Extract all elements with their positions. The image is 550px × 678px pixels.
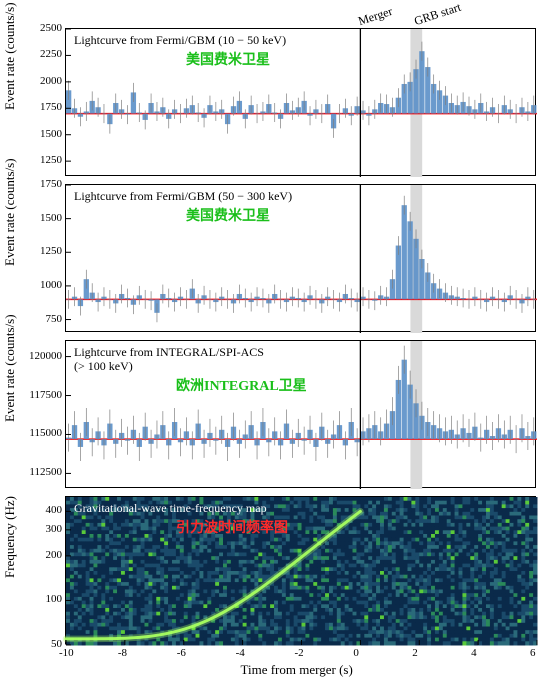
ytick-label: 115000 [29,427,62,439]
ytick-label: 2500 [40,22,62,34]
panel-gbm-high: Lightcurve from Fermi/GBM (50 − 300 keV)… [65,184,536,332]
figure-root: Merger GRB start Lightcurve from Fermi/G… [0,0,550,665]
panel4-title: Gravitational-wave time-frequency map [74,501,267,516]
ytick-label: 100 [46,593,63,605]
ytick-label: 2250 [40,48,62,60]
xlabel: Time from merger (s) [241,662,353,678]
panel3-title-l1: Lightcurve from INTEGRAL/SPI-ACS [74,345,264,360]
panel2-subtitle: 美国费米卫星 [186,205,270,225]
panel1-title: Lightcurve from Fermi/GBM (10 − 50 keV) [74,33,286,48]
chart-gbm-low [66,29,535,175]
label-grb: GRB start [413,0,464,29]
panel-gw-spectrogram: Gravitational-wave time-frequency map 引力… [65,496,536,644]
ytick-label: 1250 [40,245,62,257]
ytick-label: 1500 [40,212,62,224]
xtick-label: 2 [412,647,418,659]
label-merger: Merger [357,4,395,29]
panel4-subtitle: 引力波时间频率图 [176,517,288,537]
ylabel-2: Event rate (counts/s) [2,250,18,266]
xtick-label: -4 [236,647,245,659]
xtick-label: -6 [177,647,186,659]
ytick-label: 1750 [40,178,62,190]
panel-gbm-low: Lightcurve from Fermi/GBM (10 − 50 keV) … [65,28,536,176]
panel2-title: Lightcurve from Fermi/GBM (50 − 300 keV) [74,189,292,204]
ytick-label: 400 [46,504,63,516]
ytick-label: 2000 [40,75,62,87]
chart-integral [66,341,535,487]
ytick-label: 117500 [29,389,62,401]
xtick-label: 4 [471,647,477,659]
ytick-label: 1000 [40,279,62,291]
ytick-label: 120000 [29,350,62,362]
chart-spectrogram [66,497,535,643]
xtick-label: -10 [59,647,74,659]
ylabel-4: Frequency (Hz) [2,562,18,578]
ytick-label: 1250 [40,154,62,166]
xtick-label: 0 [353,647,359,659]
ytick-label: 1500 [40,128,62,140]
xtick-label: -8 [118,647,127,659]
panel1-subtitle: 美国费米卫星 [186,49,270,69]
panel3-subtitle: 欧洲INTEGRAL卫星 [176,375,307,395]
chart-gbm-high [66,185,535,331]
ytick-label: 112500 [29,466,62,478]
panel-integral: Lightcurve from INTEGRAL/SPI-ACS (> 100 … [65,340,536,488]
ytick-label: 750 [46,313,63,325]
panel3-title-l2: (> 100 keV) [74,359,133,374]
ytick-label: 200 [46,549,63,561]
ytick-label: 1750 [40,101,62,113]
ylabel-3: Event rate (counts/s) [2,406,18,422]
ylabel-1: Event rate (counts/s) [2,94,18,110]
ytick-label: 300 [46,523,63,535]
xtick-label: 6 [530,647,536,659]
xtick-label: -2 [295,647,304,659]
